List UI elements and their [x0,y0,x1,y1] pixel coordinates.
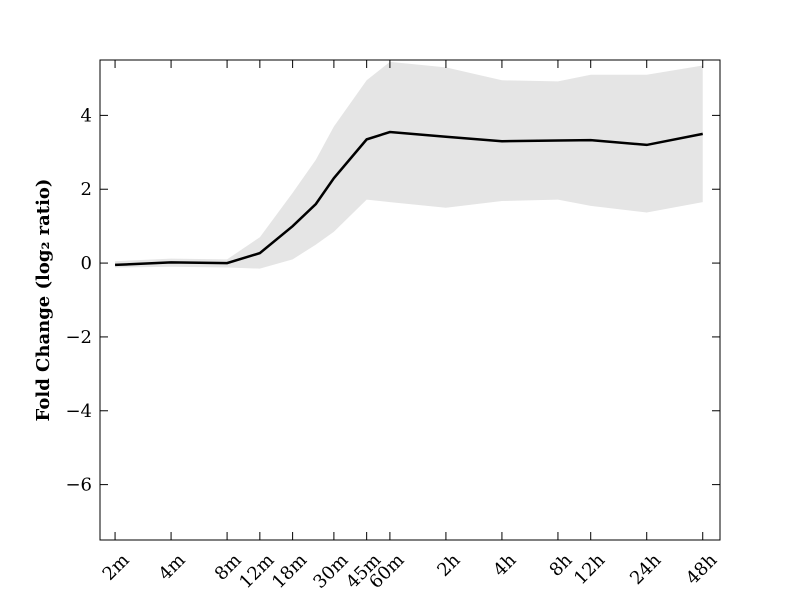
line [114,130,703,267]
x-tick-label: 2h [433,549,464,580]
y-tick-label: 2 [81,179,92,200]
x-tick-label: 12h [570,549,610,589]
x-tick-label: 4m [155,550,190,585]
y-axis-label: Fold Change (log₂ ratio) [33,179,54,422]
y-tick-label: 4 [81,105,92,126]
plot-frame [99,59,721,541]
y-tick-label: −6 [65,475,92,496]
band [115,61,703,269]
y-tick-label: −4 [65,401,92,422]
x-tick-label: 48h [682,549,722,589]
x-tick-label: 4h [489,549,520,580]
y-tick-label: −2 [65,327,92,348]
x-tick-label: 2m [99,550,134,585]
x-tick-label: 30m [309,550,352,593]
x-tick-label: 24h [626,549,666,589]
x-tick-label: 18m [268,550,311,593]
y-tick-label: 0 [81,253,92,274]
x-tick-label: 12m [235,550,278,593]
